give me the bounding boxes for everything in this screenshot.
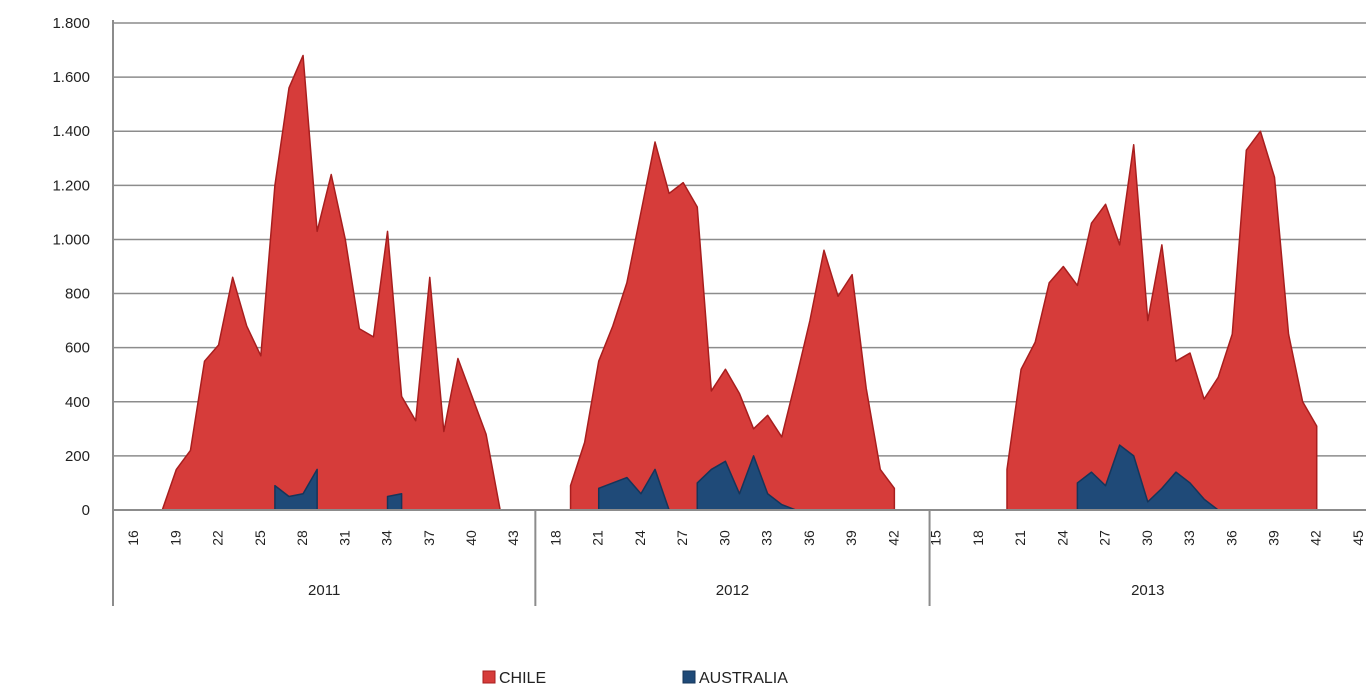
y-tick-label: 1.400 [52, 123, 90, 140]
x-tick-label: 19 [167, 530, 183, 546]
x-group-label: 2013 [1131, 582, 1164, 599]
x-tick-label: 24 [1054, 530, 1070, 546]
x-tick-label: 30 [716, 530, 732, 546]
area [597, 468, 670, 511]
y-tick-label: 400 [65, 394, 90, 411]
x-tick-label: 25 [252, 530, 268, 546]
legend-label: CHILE [499, 670, 546, 687]
x-tick-label: 21 [590, 530, 606, 546]
x-tick-label: 36 [801, 530, 817, 546]
y-tick-label: 600 [65, 340, 90, 357]
x-tick-label: 18 [970, 530, 986, 546]
x-tick-label: 37 [421, 530, 437, 546]
x-tick-label: 45 [1350, 530, 1366, 546]
x-tick-label: 31 [336, 530, 352, 546]
y-tick-label: 1.600 [52, 69, 90, 86]
legend-swatch [482, 670, 496, 684]
x-tick-label: 42 [885, 530, 901, 546]
x-tick-label: 27 [1097, 530, 1113, 546]
x-tick-label: 42 [1308, 530, 1324, 546]
y-tick-label: 1.800 [52, 15, 90, 32]
x-tick-label: 24 [632, 530, 648, 546]
area [161, 54, 501, 511]
y-tick-label: 0 [82, 502, 90, 519]
area [696, 455, 797, 511]
x-tick-label: 22 [210, 530, 226, 546]
x-tick-label: 40 [463, 530, 479, 546]
y-tick-label: 800 [65, 286, 90, 303]
x-tick-label: 21 [1012, 530, 1028, 546]
x-tick-label: 43 [505, 530, 521, 546]
x-tick-label: 39 [843, 530, 859, 546]
x-tick-label: 34 [379, 530, 395, 546]
x-tick-label: 15 [928, 530, 944, 546]
x-tick-label: 16 [125, 530, 141, 546]
y-tick-label: 1.200 [52, 177, 90, 194]
x-tick-label: 18 [547, 530, 563, 546]
area [1076, 444, 1219, 511]
x-group-label: 2012 [716, 582, 749, 599]
legend-label: AUSTRALIA [699, 670, 788, 687]
y-tick-label: 200 [65, 448, 90, 465]
x-group-label: 2011 [308, 582, 340, 599]
x-tick-label: 33 [759, 530, 775, 546]
x-tick-label: 36 [1223, 530, 1239, 546]
x-tick-label: 39 [1265, 530, 1281, 546]
area [569, 141, 896, 511]
x-tick-label: 30 [1139, 530, 1155, 546]
area [386, 493, 403, 511]
x-tick-label: 33 [1181, 530, 1197, 546]
legend-swatch [682, 670, 696, 684]
y-tick-label: 1.000 [52, 231, 90, 248]
x-tick-label: 27 [674, 530, 690, 546]
x-tick-label: 28 [294, 530, 310, 546]
area [1006, 130, 1318, 511]
